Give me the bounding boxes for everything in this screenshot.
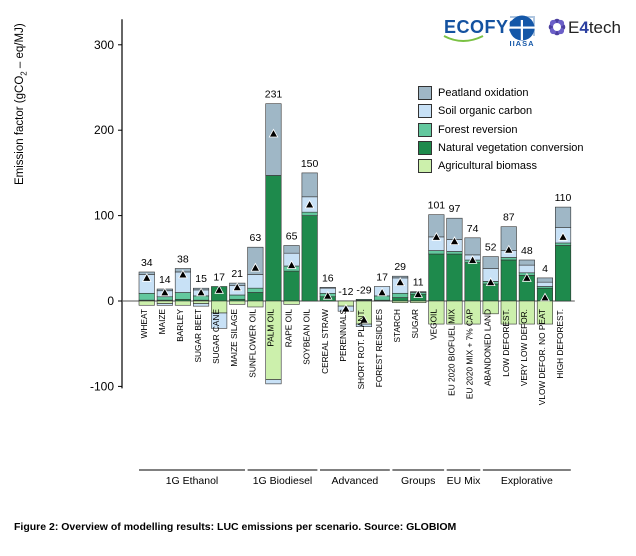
- svg-text:SOYBEAN OIL: SOYBEAN OIL: [302, 309, 312, 365]
- svg-text:SHORT ROT. PLANT.: SHORT ROT. PLANT.: [356, 309, 366, 389]
- svg-text:STARCH: STARCH: [392, 309, 402, 343]
- svg-text:14: 14: [159, 274, 171, 286]
- svg-text:100: 100: [94, 209, 114, 223]
- svg-text:16: 16: [322, 272, 334, 284]
- svg-text:WHEAT: WHEAT: [139, 309, 149, 338]
- svg-text:LOW DEFOREST.: LOW DEFOREST.: [501, 309, 511, 377]
- svg-text:CEREAL STRAW: CEREAL STRAW: [320, 309, 330, 374]
- svg-text:231: 231: [265, 89, 283, 101]
- svg-text:17: 17: [213, 272, 225, 284]
- svg-text:PERENNIALS: PERENNIALS: [338, 309, 348, 362]
- svg-text:48: 48: [521, 245, 533, 257]
- svg-text:-12: -12: [338, 286, 353, 298]
- svg-text:Explorative: Explorative: [501, 475, 553, 487]
- svg-text:MAIZE: MAIZE: [157, 309, 167, 335]
- svg-text:1G Ethanol: 1G Ethanol: [166, 475, 219, 487]
- svg-text:ABANDONED LAND: ABANDONED LAND: [483, 309, 493, 386]
- svg-text:74: 74: [467, 223, 479, 235]
- svg-text:11: 11: [413, 277, 424, 289]
- svg-text:17: 17: [376, 272, 388, 284]
- svg-text:RAPE OIL: RAPE OIL: [284, 309, 294, 348]
- svg-text:200: 200: [94, 123, 114, 137]
- svg-text:-100: -100: [90, 379, 114, 393]
- svg-text:1G Biodiesel: 1G Biodiesel: [253, 475, 313, 487]
- svg-text:15: 15: [195, 273, 207, 285]
- svg-text:HIGH DEFOREST.: HIGH DEFOREST.: [555, 309, 565, 379]
- svg-text:34: 34: [141, 257, 153, 269]
- svg-text:SUGAR: SUGAR: [410, 309, 420, 339]
- svg-text:65: 65: [286, 231, 298, 243]
- svg-text:SUGAR BEET: SUGAR BEET: [193, 309, 203, 362]
- svg-text:110: 110: [555, 192, 572, 204]
- svg-text:97: 97: [449, 203, 461, 215]
- svg-text:PALM OIL: PALM OIL: [266, 309, 276, 347]
- svg-text:BARLEY: BARLEY: [175, 309, 185, 342]
- svg-text:87: 87: [503, 212, 515, 224]
- svg-text:0: 0: [107, 294, 114, 308]
- svg-text:EU Mix: EU Mix: [447, 475, 482, 487]
- svg-text:-29: -29: [356, 284, 371, 296]
- svg-text:52: 52: [485, 242, 497, 254]
- svg-text:FOREST RESIDUES: FOREST RESIDUES: [374, 309, 384, 388]
- svg-text:63: 63: [250, 232, 262, 244]
- svg-text:E4tech: E4tech: [568, 18, 621, 37]
- svg-text:EU 2020 BIOFUEL MIX: EU 2020 BIOFUEL MIX: [447, 309, 457, 396]
- svg-text:101: 101: [428, 200, 446, 212]
- svg-text:VERY LOW DEFOR.: VERY LOW DEFOR.: [519, 309, 529, 386]
- svg-text:VLOW DEFOR. NO PEAT: VLOW DEFOR. NO PEAT: [537, 309, 547, 405]
- svg-text:EU 2020 MIX + 7% CAP: EU 2020 MIX + 7% CAP: [465, 309, 475, 400]
- svg-text:300: 300: [94, 38, 114, 52]
- svg-text:Advanced: Advanced: [332, 475, 379, 487]
- svg-text:SUGAR CANE: SUGAR CANE: [211, 309, 221, 364]
- svg-text:MAIZE SILAGE: MAIZE SILAGE: [229, 309, 239, 367]
- svg-text:4: 4: [542, 263, 548, 275]
- svg-text:IIASA: IIASA: [509, 39, 534, 48]
- svg-text:SUNFLOWER OIL: SUNFLOWER OIL: [247, 309, 257, 378]
- svg-text:21: 21: [231, 268, 243, 280]
- svg-text:Groups: Groups: [401, 475, 435, 487]
- svg-text:29: 29: [394, 261, 406, 273]
- svg-text:38: 38: [177, 254, 189, 266]
- svg-text:150: 150: [301, 158, 319, 170]
- svg-text:VEGOIL: VEGOIL: [428, 309, 438, 340]
